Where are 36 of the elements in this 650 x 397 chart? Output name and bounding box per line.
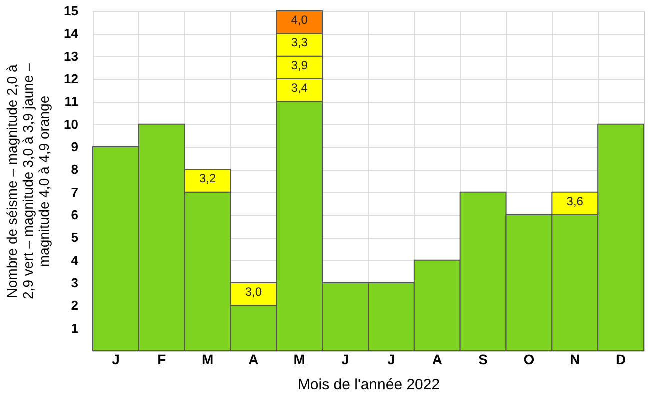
annotation: 3,0: [245, 285, 262, 299]
y-tick-label: 4: [71, 252, 80, 268]
y-tick-label: 14: [64, 26, 80, 42]
annotation: 3,6: [566, 194, 584, 208]
x-tick-label: M: [202, 352, 214, 368]
y-tick-label: 11: [64, 94, 78, 110]
y-tick-label: 15: [64, 4, 78, 18]
y-tick-label: 9: [71, 140, 78, 154]
annotation: 3,2: [199, 172, 216, 186]
y-tick-label: 7: [71, 184, 78, 200]
annotation: 3,3: [291, 36, 308, 50]
y-tick-label: 2: [71, 298, 78, 314]
x-tick-label: F: [158, 352, 167, 368]
y-tick-label: 12: [64, 72, 78, 86]
x-tick-label: S: [478, 352, 488, 368]
annotation: 3,9: [291, 58, 308, 72]
annotation: 3,4: [291, 81, 308, 95]
y-axis-title: Nombre de séisme – magnitude 2,0 à 2,9 vert – magnitude 3,0 à 3,9 jaune – magnitude 4,0 à 4,9 orange: [4, 63, 52, 300]
y-tick-label: 1: [71, 320, 78, 336]
annotation: 4,0: [291, 13, 308, 27]
x-axis-title: Mois de l'année 2022: [298, 376, 440, 394]
y-tick-label: 3: [71, 276, 78, 290]
x-tick-label: M: [294, 352, 306, 368]
x-tick-label: O: [524, 352, 535, 368]
x-tick-label: A: [248, 352, 259, 368]
x-tick-label: J: [388, 352, 396, 368]
x-tick-label: N: [570, 352, 580, 368]
y-tick-label: 10: [64, 116, 78, 132]
y-tick-label: 13: [64, 48, 78, 64]
y-tick-label: 6: [71, 208, 78, 222]
x-tick-label: J: [342, 352, 350, 368]
x-tick-label: J: [112, 352, 120, 368]
y-tick-label: 5: [71, 230, 78, 246]
y-tick-label: 8: [71, 162, 78, 178]
x-tick-label: A: [432, 352, 442, 368]
x-tick-label: D: [616, 352, 626, 368]
